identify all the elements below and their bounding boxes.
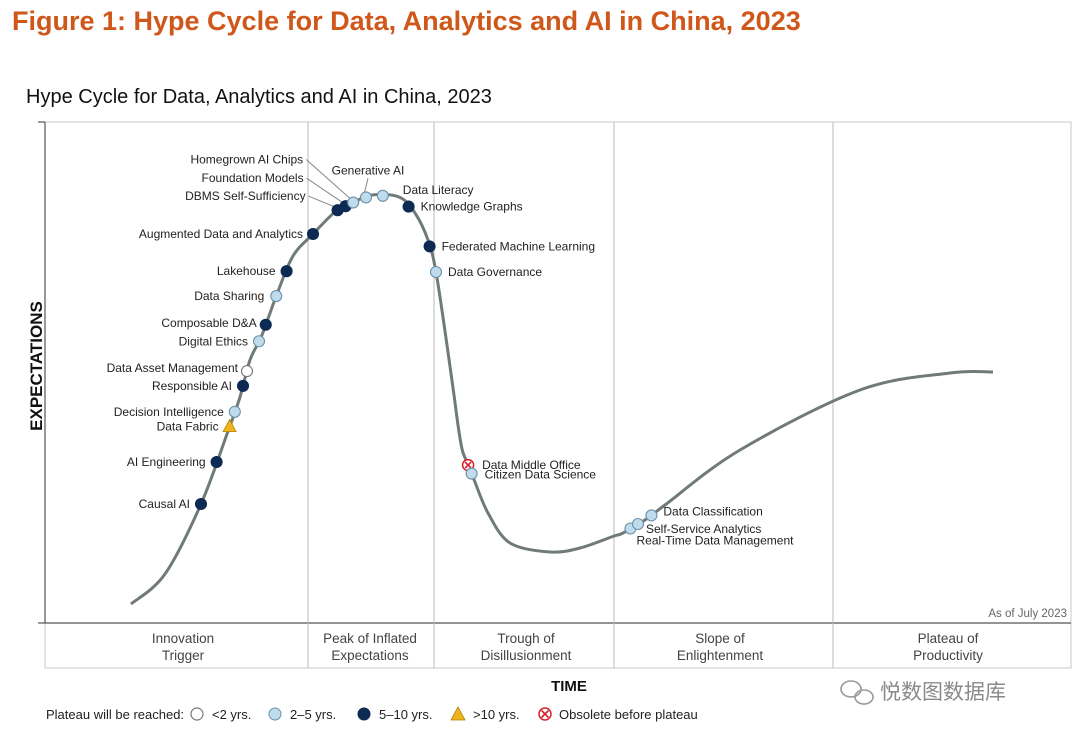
marker-decision-intelligence (228, 405, 241, 418)
label-dbms-self-sufficiency: DBMS Self-Sufficiency (185, 189, 306, 203)
phase-label: Innovation (152, 631, 214, 646)
legend-label-obsolete: Obsolete before plateau (559, 707, 698, 722)
legend-marker-lt2 (190, 707, 204, 721)
legend-label-lt2: <2 yrs. (212, 707, 251, 722)
marker-digital-ethics (252, 335, 266, 348)
phase-label: Productivity (913, 648, 983, 663)
phase-label: Trough of (497, 631, 555, 646)
label-data-classification: Data Classification (663, 504, 762, 518)
label-lakehouse: Lakehouse (217, 264, 276, 278)
label-generative-ai: Generative AI (332, 163, 405, 177)
phase-label: Enlightenment (677, 648, 764, 663)
leader-line (305, 159, 352, 200)
label-data-governance: Data Governance (448, 265, 542, 279)
label-foundation-models: Foundation Models (202, 171, 304, 185)
watermark-text: 悦数图数据库 (880, 681, 1006, 704)
marker-data-classification (645, 509, 658, 522)
phase-label: Plateau of (918, 631, 979, 646)
marker-homegrown-ai-chips (347, 196, 360, 209)
legend-label-5to10: 5–10 yrs. (379, 707, 432, 722)
label-citizen-data-science: Citizen Data Science (485, 468, 597, 482)
marker-composable-d-a (259, 318, 272, 331)
legend-marker-gt10 (450, 706, 466, 721)
phase-label: Disillusionment (481, 648, 572, 663)
label-causal-ai: Causal AI (139, 497, 190, 511)
label-data-literacy: Data Literacy (403, 183, 474, 197)
label-composable-d-a: Composable D&A (161, 316, 256, 330)
label-federated-machine-learning: Federated Machine Learning (442, 239, 595, 253)
legend-marker-5to10 (357, 707, 371, 721)
chart-title: Hype Cycle for Data, Analytics and AI in… (26, 86, 492, 108)
legend-marker-obsolete (538, 707, 552, 721)
marker-data-fabric (222, 418, 237, 433)
phase-label: Trigger (162, 648, 205, 663)
label-decision-intelligence: Decision Intelligence (114, 405, 224, 419)
plot-frame (44, 121, 1072, 669)
technology-markers (194, 189, 658, 535)
marker-generative-ai (359, 191, 373, 204)
y-axis-title: EXPECTATIONS (27, 301, 46, 431)
wechat-icon (840, 680, 874, 705)
label-digital-ethics: Digital Ethics (179, 334, 248, 348)
legend-prefix: Plateau will be reached: (46, 707, 184, 722)
marker-data-literacy (376, 189, 389, 202)
figure-title: Figure 1: Hype Cycle for Data, Analytics… (12, 6, 801, 36)
legend: Plateau will be reached: <2 yrs. 2–5 yrs… (46, 706, 698, 722)
marker-ai-engineering (210, 455, 223, 469)
marker-responsible-ai (236, 379, 250, 392)
label-augmented-data-and-analytics: Augmented Data and Analytics (139, 227, 303, 241)
label-data-fabric: Data Fabric (157, 420, 219, 434)
legend-label-gt10: >10 yrs. (473, 707, 520, 722)
label-data-sharing: Data Sharing (194, 289, 264, 303)
as-of-label: As of July 2023 (988, 608, 1067, 620)
label-responsible-ai: Responsible AI (152, 379, 232, 393)
marker-citizen-data-science (465, 467, 478, 480)
label-homegrown-ai-chips: Homegrown AI Chips (190, 153, 303, 167)
technology-labels: Causal AI AI Engineering Data FabricDecisi… (107, 153, 795, 548)
marker-causal-ai (194, 497, 208, 511)
legend-marker-2to5 (268, 707, 282, 721)
marker-data-sharing (270, 289, 283, 303)
legend-label-2to5: 2–5 yrs. (290, 707, 336, 722)
phase-label: Expectations (331, 648, 409, 663)
label-data-middle-office: Data Middle Office (482, 458, 581, 472)
label-real-time-data-management: Real-Time Data Management (637, 534, 795, 548)
leader-line (308, 195, 336, 208)
x-axis-title: TIME (551, 678, 587, 695)
label-knowledge-graphs: Knowledge Graphs (421, 200, 523, 214)
label-data-asset-management: Data Asset Management (107, 361, 239, 375)
watermark: 悦数图数据库 (840, 680, 1006, 705)
hype-curve (130, 192, 994, 606)
leader-line (306, 177, 344, 204)
marker-self-service-analytics (631, 517, 645, 531)
marker-augmented-data-and-analytics (306, 227, 320, 241)
marker-knowledge-graphs (402, 200, 415, 213)
phase-label: Peak of Inflated (323, 631, 417, 646)
label-ai-engineering: AI Engineering (127, 455, 206, 469)
label-self-service-analytics: Self-Service Analytics (646, 522, 761, 536)
marker-lakehouse (280, 265, 293, 278)
marker-federated-machine-learning (423, 240, 436, 253)
phase-label: Slope of (695, 631, 745, 646)
marker-data-asset-management (240, 365, 254, 378)
marker-data-governance (429, 265, 443, 279)
